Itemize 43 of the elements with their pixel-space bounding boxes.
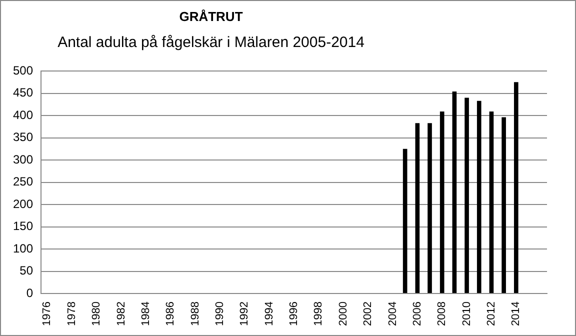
- x-tick-label: 1988: [189, 302, 202, 326]
- y-tick-label: 200: [12, 196, 34, 211]
- x-tick-label: 2002: [362, 302, 374, 326]
- y-tick-label: 450: [12, 86, 34, 100]
- x-tick-label: 1986: [164, 302, 177, 326]
- x-tick-label: 1978: [66, 302, 78, 326]
- x-tick-label: 2000: [337, 302, 350, 326]
- y-tick-label: 250: [12, 174, 34, 189]
- x-tick-label: 2004: [386, 302, 399, 326]
- x-tick-label: 1976: [41, 302, 54, 326]
- bar: [402, 148, 408, 294]
- y-tick-label: 150: [12, 219, 34, 234]
- y-tick-label: 0: [26, 286, 34, 300]
- bar: [489, 112, 494, 294]
- bar: [428, 123, 432, 294]
- x-tick-label: 1994: [263, 302, 276, 326]
- x-tick-label: 2006: [411, 302, 424, 326]
- bar: [476, 100, 482, 294]
- y-tick-label: 50: [20, 264, 34, 278]
- bar: [464, 98, 469, 294]
- chart-title: GRÅTRUT: [178, 9, 244, 24]
- x-tick-label: 1982: [115, 302, 128, 326]
- bar: [415, 123, 420, 294]
- x-tick-label: 2014: [510, 302, 522, 326]
- bar: [452, 91, 457, 294]
- chart-subtitle: Antal adulta på fågelskär i Mälaren 2005-2014: [56, 34, 366, 51]
- x-tick-label: 2010: [460, 302, 473, 326]
- y-tick-label: 350: [12, 130, 34, 144]
- x-tick-label: 1980: [90, 302, 103, 326]
- x-tick-label: 2008: [436, 302, 448, 326]
- x-tick-label: 1990: [214, 302, 226, 326]
- x-tick-label: 1992: [238, 302, 251, 326]
- y-tick-label: 100: [12, 241, 34, 256]
- x-tick-label: 1984: [140, 302, 152, 326]
- y-tick-label: 400: [12, 108, 34, 122]
- bar: [440, 112, 444, 294]
- y-tick-label: 300: [12, 152, 34, 166]
- y-tick-label: 500: [12, 63, 34, 78]
- x-tick-label: 1998: [312, 302, 325, 326]
- x-tick-label: 2012: [485, 302, 498, 326]
- bar: [514, 82, 518, 294]
- x-tick-label: 1996: [288, 302, 300, 326]
- bar: [502, 117, 506, 294]
